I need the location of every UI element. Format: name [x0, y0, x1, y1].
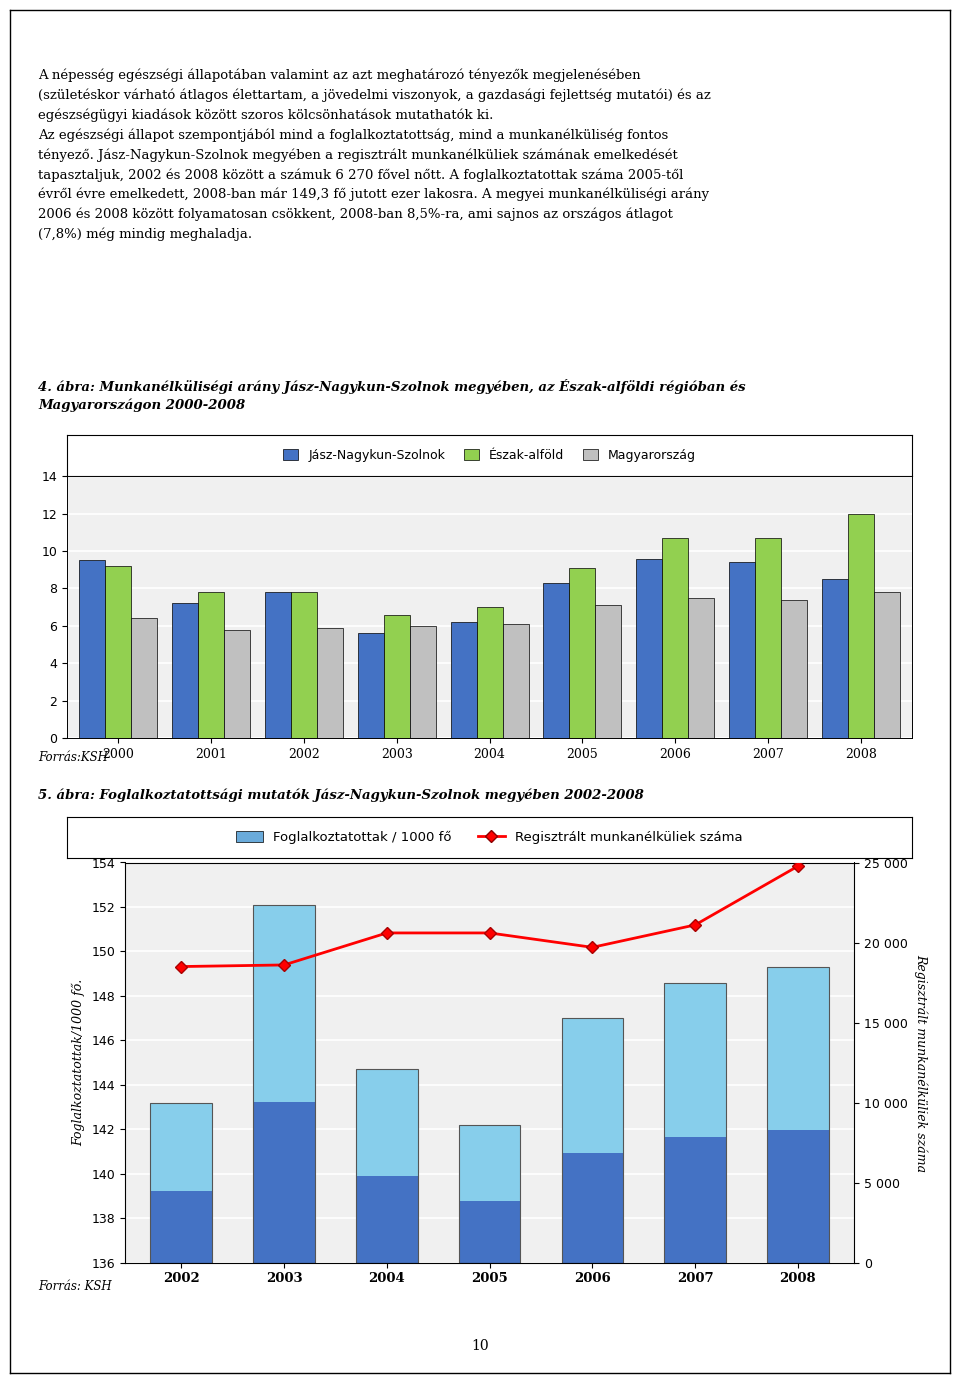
Bar	[151, 1191, 212, 1263]
Bar	[662, 538, 688, 738]
Bar	[224, 629, 251, 738]
Bar	[543, 582, 569, 738]
Bar	[198, 592, 224, 738]
Bar	[265, 592, 291, 738]
Bar	[253, 905, 315, 1101]
Bar	[688, 598, 714, 738]
Bar	[132, 618, 157, 738]
Bar	[781, 600, 807, 738]
Bar	[410, 627, 436, 738]
Bar	[356, 1176, 418, 1263]
Text: 5. ábra: Foglalkoztatottsági mutatók Jász-Nagykun-Szolnok megyében 2002-2008: 5. ábra: Foglalkoztatottsági mutatók Jás…	[38, 788, 644, 802]
Bar	[253, 1101, 315, 1263]
Bar	[384, 614, 410, 738]
Bar	[459, 1201, 520, 1263]
Text: Forrás:KSH: Forrás:KSH	[38, 751, 108, 765]
Bar	[356, 1070, 418, 1176]
Text: 3.   Gazdasági helyzet: 3. Gazdasági helyzet	[47, 30, 266, 50]
Y-axis label: Regisztrált munkanélküliek száma: Regisztrált munkanélküliek száma	[914, 954, 927, 1172]
Bar	[253, 905, 315, 1263]
Bar	[459, 1125, 520, 1263]
Bar	[848, 513, 874, 738]
Bar	[562, 1018, 623, 1152]
Bar	[151, 1103, 212, 1191]
Bar	[756, 538, 781, 738]
Bar	[822, 580, 848, 738]
Bar	[562, 1018, 623, 1263]
Legend: Foglalkoztatottak / 1000 fő, Regisztrált munkanélküliek száma: Foglalkoztatottak / 1000 fő, Regisztrált…	[233, 828, 746, 847]
Bar	[767, 1130, 828, 1263]
Bar	[459, 1125, 520, 1201]
Bar	[767, 967, 828, 1130]
Bar	[664, 983, 726, 1263]
Bar	[664, 1137, 726, 1263]
Y-axis label: Foglalkoztatottak/1000 fő.: Foglalkoztatottak/1000 fő.	[73, 978, 85, 1147]
Bar	[503, 624, 529, 738]
Bar	[172, 603, 198, 738]
Text: A népesség egészségi állapotában valamint az azt meghatározó tényezők megjelenés: A népesség egészségi állapotában valamin…	[38, 69, 711, 241]
Bar	[291, 592, 317, 738]
Bar	[106, 566, 132, 738]
Text: 10: 10	[471, 1339, 489, 1354]
Bar	[569, 567, 595, 738]
Bar	[450, 622, 476, 738]
Bar	[476, 607, 503, 738]
Bar	[317, 628, 343, 738]
Legend: Jász-Nagykun-Szolnok, Észak-alföld, Magyarország: Jász-Nagykun-Szolnok, Észak-alföld, Magy…	[280, 446, 699, 465]
Text: Forrás: KSH: Forrás: KSH	[38, 1279, 112, 1293]
Bar	[664, 983, 726, 1137]
Bar	[562, 1152, 623, 1263]
Bar	[636, 559, 662, 738]
Bar	[595, 606, 621, 738]
Bar	[151, 1103, 212, 1263]
Text: 4. ábra: Munkanélküliségi arány Jász-Nagykun-Szolnok megyében, az Észak-alföldi : 4. ábra: Munkanélküliségi arány Jász-Nag…	[38, 380, 746, 413]
Bar	[356, 1070, 418, 1263]
Bar	[729, 562, 756, 738]
Bar	[358, 633, 384, 738]
Bar	[874, 592, 900, 738]
Bar	[80, 560, 106, 738]
Bar	[767, 967, 828, 1263]
